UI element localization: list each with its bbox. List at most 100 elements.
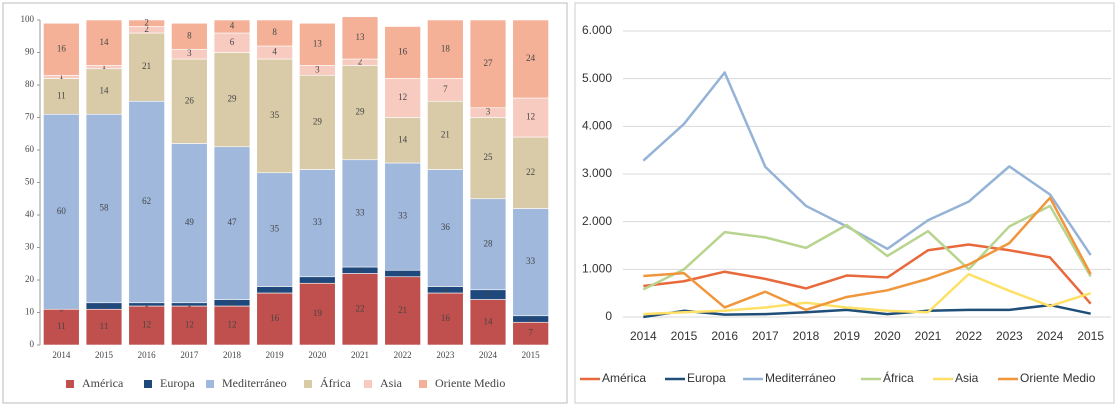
y-tick-label: 80 <box>25 79 35 89</box>
bar-segment <box>427 169 464 287</box>
legend-label: Oriente Medio <box>435 376 505 390</box>
data-label: 3 <box>187 48 192 58</box>
y-tick-label: 10 <box>25 307 35 317</box>
legend-label: Oriente Medio <box>1020 371 1096 385</box>
bar-segment <box>213 305 251 346</box>
y-tick-label: 100 <box>21 14 35 24</box>
data-label: 14 <box>398 134 408 144</box>
bar-segment <box>256 292 293 346</box>
y-tick-label: 5.000 <box>582 71 612 85</box>
data-label: 2 <box>358 56 363 66</box>
data-label: 12 <box>398 92 407 102</box>
bar-segment <box>384 276 421 346</box>
bar-segment <box>512 208 549 317</box>
bar-segment <box>469 117 507 200</box>
data-label: 16 <box>398 47 408 57</box>
x-tick-label: 2021 <box>915 329 942 343</box>
data-label: 13 <box>356 32 366 42</box>
bar-segment <box>427 19 464 79</box>
data-label: 33 <box>356 207 366 217</box>
data-label: 13 <box>313 38 323 48</box>
bar-segment <box>128 305 165 346</box>
bar-segment <box>341 16 379 60</box>
x-tick-label: 2022 <box>394 350 412 360</box>
data-label: 3 <box>486 289 491 299</box>
data-label: 16 <box>270 313 280 323</box>
legend-label: Mediterráneo <box>765 371 836 385</box>
data-label: 8 <box>272 27 277 37</box>
y-tick-label: 40 <box>25 209 35 219</box>
data-label: 12 <box>185 320 194 330</box>
bar-segment <box>171 58 208 144</box>
line-series <box>642 204 1092 291</box>
bar-segment <box>128 100 165 304</box>
data-label: 18 <box>441 43 451 53</box>
y-tick-label: 0 <box>30 339 35 349</box>
data-label: 8 <box>187 30 192 40</box>
y-tick-label: 4.000 <box>582 119 612 133</box>
data-label: 49 <box>185 217 195 227</box>
bar-segment <box>299 74 336 170</box>
bar-segment <box>85 19 123 66</box>
data-label: 1 <box>102 61 107 71</box>
legend-label: Asia <box>380 376 403 390</box>
data-label: 11 <box>100 321 109 331</box>
line-series <box>643 243 1092 305</box>
bar-segment <box>213 146 251 300</box>
bar-segment <box>128 19 165 27</box>
legend-label: Europa <box>160 376 195 390</box>
bar-segment <box>43 113 80 310</box>
legend-label: África <box>883 370 914 385</box>
bar-segment <box>341 273 379 346</box>
line-series <box>643 303 1091 319</box>
legend-swatch <box>206 380 214 388</box>
bar-segment <box>299 282 336 346</box>
x-tick-label: 2017 <box>752 329 779 343</box>
x-tick-label: 2015 <box>1077 329 1104 343</box>
y-tick-label: 60 <box>25 144 35 154</box>
data-label: 62 <box>142 196 151 206</box>
data-label: 60 <box>57 206 67 216</box>
data-label: 27 <box>484 58 494 68</box>
data-label: 2 <box>400 268 405 278</box>
data-label: 21 <box>398 305 407 315</box>
bar-segment <box>384 78 421 118</box>
bar-segment <box>43 308 80 346</box>
x-tick-label: 2015 <box>522 350 541 360</box>
bar-segment <box>384 26 421 79</box>
data-label: 2 <box>144 17 149 27</box>
x-tick-label: 2017 <box>180 350 199 360</box>
data-label: 58 <box>100 203 110 213</box>
line-series <box>643 196 1092 312</box>
data-label: 3 <box>486 107 491 117</box>
y-tick-label: 50 <box>25 177 35 187</box>
y-tick-label: 30 <box>25 242 35 252</box>
x-tick-label: 2015 <box>95 350 114 360</box>
x-tick-label: 2015 <box>671 329 698 343</box>
data-label: 2 <box>358 264 363 274</box>
right-chart: 0 1.000 2.000 3.000 4.000 5.000 6.000 2014 2015 2… <box>580 23 1111 385</box>
bar-segment <box>299 22 336 66</box>
x-tick-label: 2022 <box>955 329 982 343</box>
data-label: 3 <box>315 64 320 74</box>
y-tick-label: 90 <box>25 47 35 57</box>
y-tick-label: 6.000 <box>582 23 612 37</box>
data-label: 2 <box>230 297 235 307</box>
bar-segment <box>213 52 251 148</box>
data-label: 2 <box>443 284 448 294</box>
bar-segment <box>171 305 208 346</box>
legend-label: Europa <box>687 371 726 385</box>
legend-swatch <box>419 380 427 388</box>
data-label: 22 <box>356 303 365 313</box>
x-tick-label: 2024 <box>1037 329 1064 343</box>
bar-segment <box>171 143 208 304</box>
data-label: 6 <box>230 37 235 47</box>
data-label: 1 <box>59 71 64 81</box>
data-label: 16 <box>57 43 67 53</box>
data-label: 35 <box>270 110 280 120</box>
data-label: 29 <box>228 94 238 104</box>
data-label: 1 <box>144 298 149 308</box>
legend-label: Asia <box>955 371 979 385</box>
data-label: 11 <box>57 90 66 100</box>
